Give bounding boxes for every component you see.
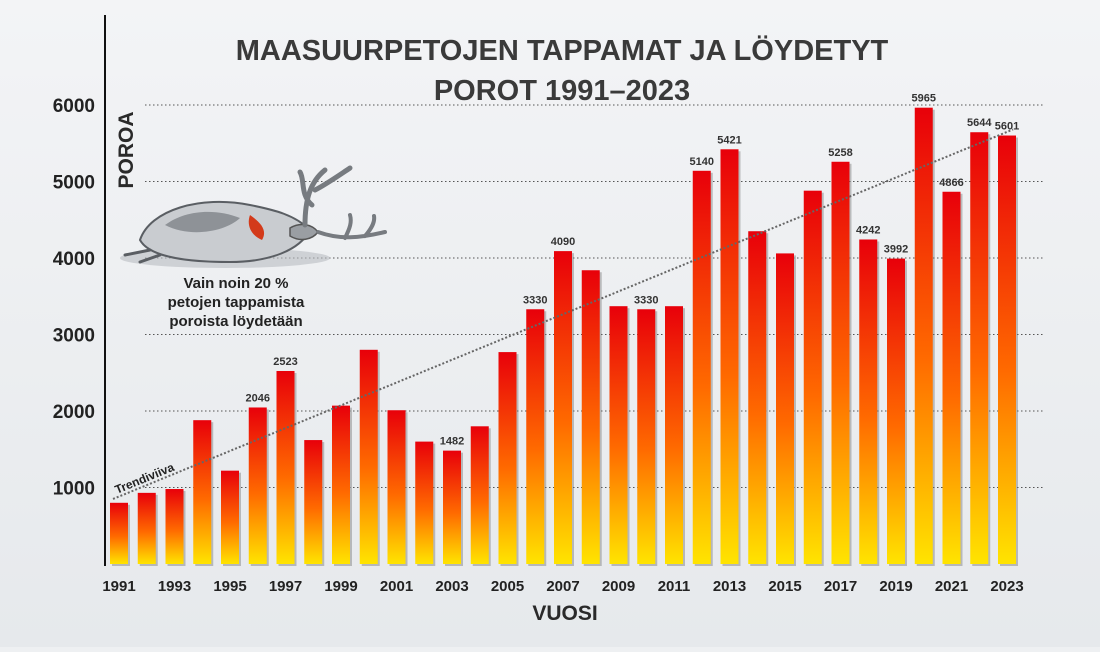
bar-2009 xyxy=(609,306,628,564)
bar-2018 xyxy=(859,239,878,564)
x-tick-2015: 2015 xyxy=(768,578,801,595)
bar-1994 xyxy=(193,420,212,564)
bar-2014 xyxy=(748,231,767,564)
data-label-2012: 5140 xyxy=(690,156,714,168)
data-label-2003: 1482 xyxy=(440,436,464,448)
bar-2003 xyxy=(443,450,461,564)
bar-2022 xyxy=(970,132,989,564)
bar-2001 xyxy=(387,410,406,564)
data-label-2017: 5258 xyxy=(828,147,852,159)
bar-2011 xyxy=(665,306,683,564)
x-tick-2019: 2019 xyxy=(879,578,912,595)
data-label-2013: 5421 xyxy=(717,134,741,146)
data-label-2010: 3330 xyxy=(634,294,658,306)
data-label-1996: 2046 xyxy=(246,392,270,404)
y-tick-6000: 6000 xyxy=(53,96,95,117)
x-tick-1999: 1999 xyxy=(324,578,357,595)
reindeer-illustration xyxy=(120,165,387,268)
x-tick-labels: 1991 1993 1995 1997 1999 2001 2003 2005 2007 2009… xyxy=(102,578,1023,595)
x-tick-2001: 2001 xyxy=(380,578,413,595)
bar-2008 xyxy=(581,270,600,564)
x-tick-1995: 1995 xyxy=(213,578,246,595)
y-tick-labels: 1000 2000 3000 4000 5000 6000 xyxy=(53,96,95,500)
data-label-2022: 5644 xyxy=(967,117,992,129)
x-tick-2003: 2003 xyxy=(435,578,468,595)
chart-title-line-2: POROT 1991–2023 xyxy=(434,75,690,107)
bar-2002 xyxy=(415,441,434,564)
bar-2012 xyxy=(692,170,711,565)
x-tick-2017: 2017 xyxy=(824,578,857,595)
bar-2013 xyxy=(720,149,739,564)
x-tick-2013: 2013 xyxy=(713,578,746,595)
bar-2023 xyxy=(998,135,1016,564)
data-label-2020: 5965 xyxy=(912,93,936,105)
bar-2010 xyxy=(637,309,656,564)
x-tick-2009: 2009 xyxy=(602,578,635,595)
bar-1999 xyxy=(332,405,350,564)
bar-2005 xyxy=(498,352,517,564)
annotation-line-3: poroista löydetään xyxy=(169,313,302,330)
y-tick-1000: 1000 xyxy=(53,479,95,500)
annotation-line-2: petojen tappamista xyxy=(168,294,305,311)
x-axis-label: VUOSI xyxy=(532,602,597,625)
y-tick-3000: 3000 xyxy=(53,326,95,347)
x-tick-2023: 2023 xyxy=(990,578,1023,595)
data-label-2019: 3992 xyxy=(884,244,908,256)
bar-2016 xyxy=(803,190,822,564)
x-tick-2007: 2007 xyxy=(546,578,579,595)
y-tick-5000: 5000 xyxy=(53,173,95,194)
bar-1995 xyxy=(221,470,239,564)
annotation-line-1: Vain noin 20 % xyxy=(183,275,288,292)
bar-2020 xyxy=(914,107,933,565)
data-label-2007: 4090 xyxy=(551,236,575,248)
bar-1998 xyxy=(304,440,323,564)
bar-1991 xyxy=(110,502,128,564)
y-tick-4000: 4000 xyxy=(53,249,95,270)
bar-2006 xyxy=(526,309,545,564)
bars xyxy=(110,107,1018,567)
bar-2019 xyxy=(887,258,905,564)
y-tick-2000: 2000 xyxy=(53,402,95,423)
data-label-1997: 2523 xyxy=(273,356,297,368)
data-label-2021: 4866 xyxy=(939,177,963,189)
data-label-2006: 3330 xyxy=(523,294,547,306)
x-tick-2021: 2021 xyxy=(935,578,968,595)
data-label-2023: 5601 xyxy=(995,121,1019,133)
bar-2000 xyxy=(359,349,378,564)
bar-1996 xyxy=(248,407,267,564)
bar-2015 xyxy=(776,253,794,564)
x-tick-1991: 1991 xyxy=(102,578,135,595)
bar-2007 xyxy=(554,251,572,565)
y-axis-label: POROA xyxy=(115,111,138,188)
x-tick-1997: 1997 xyxy=(269,578,302,595)
x-tick-2005: 2005 xyxy=(491,578,524,595)
bar-1993 xyxy=(165,489,184,564)
bar-2017 xyxy=(831,161,850,564)
bar-2021 xyxy=(942,191,961,564)
x-tick-1993: 1993 xyxy=(158,578,191,595)
bar-2004 xyxy=(470,426,489,564)
bar-1992 xyxy=(137,492,156,564)
chart-title-line-1: MAASUURPETOJEN TAPPAMAT JA LÖYDETYT xyxy=(236,34,889,67)
x-tick-2011: 2011 xyxy=(658,578,691,595)
data-label-2018: 4242 xyxy=(856,224,880,236)
bar-1997 xyxy=(276,370,295,564)
